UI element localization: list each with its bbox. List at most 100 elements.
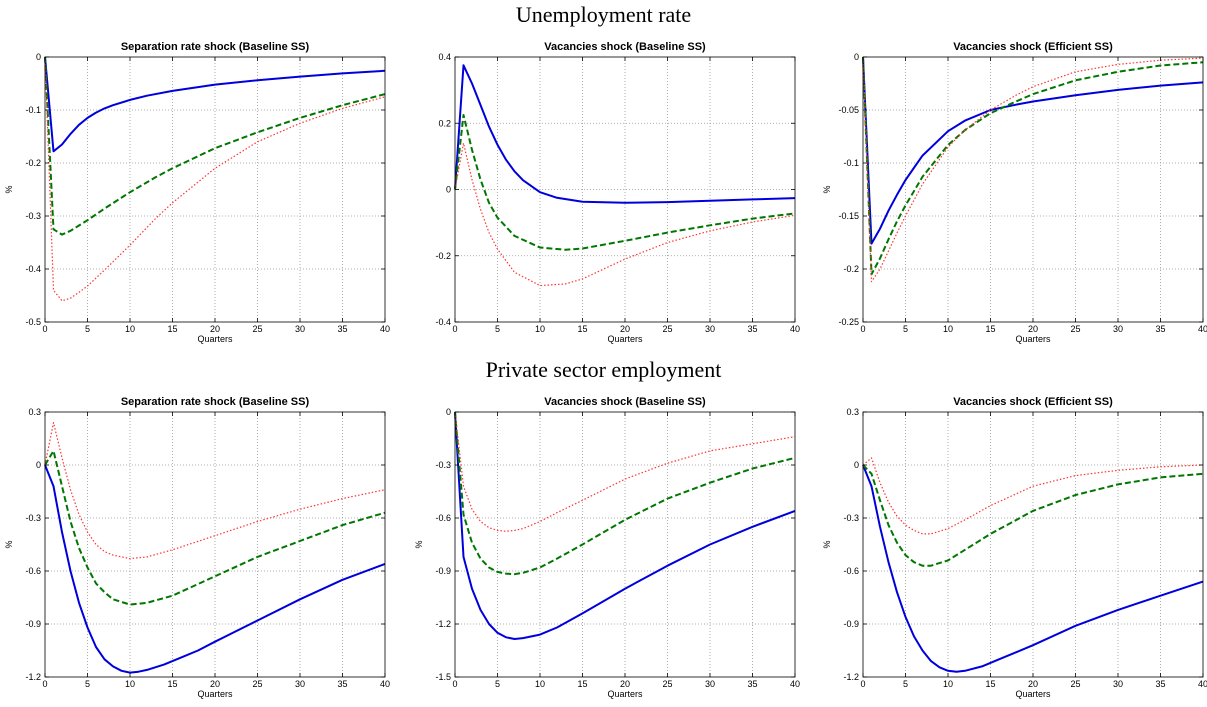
y-tick-label: -0.05 (838, 105, 859, 115)
row-title-unemployment: Unemployment rate (515, 2, 692, 27)
chart-panel: 0 5 10 15 20 25 30 35 40 -1.2 -0.9 -0.6 -0.3 0 0.3 Vaca… (822, 396, 1207, 699)
y-axis-label: % (822, 185, 832, 193)
x-tick-label: 30 (1113, 679, 1123, 689)
x-tick-label: 20 (210, 679, 220, 689)
series-line-dotted (44, 422, 386, 560)
series-line-dotted (44, 56, 386, 302)
y-tick-label: -1.5 (435, 672, 451, 682)
y-axis-label: % (4, 185, 14, 193)
x-tick-label: 10 (943, 679, 953, 689)
x-tick-label: 0 (452, 679, 457, 689)
y-tick-label: 0 (854, 460, 859, 470)
panel-title: Vacancies shock (Efficient SS) (953, 41, 1113, 53)
panel-title: Separation rate shock (Baseline SS) (121, 396, 310, 408)
y-tick-label: 0 (36, 52, 41, 62)
y-tick-label: -0.2 (843, 264, 859, 274)
y-tick-label: -0.25 (838, 317, 859, 327)
y-tick-label: -0.6 (843, 566, 859, 576)
y-tick-label: -0.1 (843, 158, 859, 168)
x-tick-label: 35 (1155, 324, 1165, 334)
panel-title: Vacancies shock (Baseline SS) (544, 41, 706, 53)
x-tick-label: 0 (42, 679, 47, 689)
panel-title: Vacancies shock (Efficient SS) (953, 396, 1113, 408)
x-tick-label: 5 (495, 679, 500, 689)
y-tick-label: -0.4 (435, 317, 451, 327)
x-tick-label: 0 (860, 324, 865, 334)
x-tick-label: 10 (125, 324, 135, 334)
series-line-dotted (454, 142, 796, 287)
x-tick-label: 5 (85, 324, 90, 334)
series-line-solid (454, 64, 796, 204)
x-tick-label: 35 (337, 324, 347, 334)
series-line-solid (44, 464, 386, 674)
x-tick-label: 40 (380, 679, 390, 689)
y-tick-label: -1.2 (435, 619, 451, 629)
y-tick-label: 0 (36, 460, 41, 470)
x-tick-label: 20 (1028, 679, 1038, 689)
chart-panel: 0 5 10 15 20 25 30 35 40 -0.5 -0.4 -0.3 -0.2 -0.1 0 Sep… (4, 41, 390, 344)
x-tick-label: 10 (535, 324, 545, 334)
y-tick-label: -0.3 (843, 513, 859, 523)
y-tick-label: -0.4 (25, 264, 41, 274)
x-tick-label: 20 (1028, 324, 1038, 334)
chart-panel: 0 5 10 15 20 25 30 35 40 -0.4 -0.2 0 0.2 0.4 Vacancies… (435, 41, 800, 344)
x-tick-label: 5 (903, 679, 908, 689)
series-line-dashed (454, 114, 796, 251)
chart-panel: 0 5 10 15 20 25 30 35 40 -0.25 -0.2 -0.15 -0.1 -0.05 0… (822, 41, 1207, 344)
x-tick-label: 20 (620, 679, 630, 689)
y-tick-label: 0 (854, 52, 859, 62)
x-tick-label: 35 (747, 324, 757, 334)
panel-title: Vacancies shock (Baseline SS) (544, 396, 706, 408)
x-tick-label: 15 (167, 324, 177, 334)
y-tick-label: -0.9 (843, 619, 859, 629)
y-tick-label: 0 (446, 185, 451, 195)
chart-panel: 0 5 10 15 20 25 30 35 40 -1.2 -0.9 -0.6 -0.3 0 0.3 Sepa… (4, 396, 390, 699)
x-tick-label: 10 (125, 679, 135, 689)
x-tick-label: 40 (1198, 324, 1207, 334)
series-line-dotted (454, 411, 796, 532)
series-line-solid (862, 464, 1204, 673)
y-tick-label: -0.6 (25, 566, 41, 576)
x-tick-label: 20 (210, 324, 220, 334)
y-tick-label: -1.2 (25, 672, 41, 682)
chart-panel: 0 5 10 15 20 25 30 35 40 -1.5 -1.2 -0.9 -0.6 -0.3 0 Vac… (414, 396, 800, 699)
x-tick-label: 35 (747, 679, 757, 689)
y-tick-label: -1.2 (843, 672, 859, 682)
x-tick-label: 25 (1070, 324, 1080, 334)
x-tick-label: 40 (790, 324, 800, 334)
series-line-dashed (44, 449, 386, 606)
x-axis-label: Quarters (197, 334, 233, 344)
x-tick-label: 15 (985, 679, 995, 689)
x-tick-label: 35 (337, 679, 347, 689)
y-tick-label: -0.5 (25, 317, 41, 327)
x-tick-label: 15 (577, 679, 587, 689)
series-line-solid (862, 56, 1204, 245)
x-tick-label: 25 (252, 679, 262, 689)
x-tick-label: 10 (535, 679, 545, 689)
x-tick-label: 40 (380, 324, 390, 334)
x-tick-label: 25 (252, 324, 262, 334)
x-tick-label: 5 (903, 324, 908, 334)
series-line-dashed (862, 56, 1204, 276)
x-tick-label: 15 (985, 324, 995, 334)
x-tick-label: 30 (1113, 324, 1123, 334)
row-title-private-employment: Private sector employment (485, 357, 722, 382)
y-tick-label: 0.2 (438, 118, 451, 128)
x-tick-label: 30 (705, 679, 715, 689)
x-tick-label: 5 (495, 324, 500, 334)
x-tick-label: 15 (577, 324, 587, 334)
series-line-dashed (862, 464, 1204, 567)
x-tick-label: 30 (295, 324, 305, 334)
x-tick-label: 40 (790, 679, 800, 689)
series-line-solid (44, 56, 386, 153)
y-tick-label: -0.2 (25, 158, 41, 168)
x-tick-label: 35 (1155, 679, 1165, 689)
x-tick-label: 30 (295, 679, 305, 689)
x-tick-label: 10 (943, 324, 953, 334)
x-tick-label: 25 (1070, 679, 1080, 689)
x-tick-label: 15 (167, 679, 177, 689)
y-tick-label: -0.3 (25, 211, 41, 221)
x-tick-label: 40 (1198, 679, 1207, 689)
x-axis-label: Quarters (1015, 334, 1051, 344)
series-line-solid (454, 411, 796, 640)
